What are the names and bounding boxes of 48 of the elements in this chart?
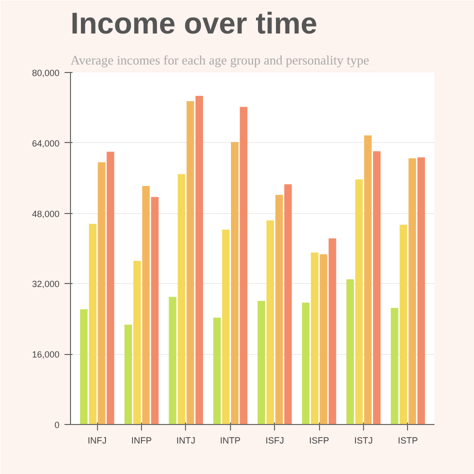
bar <box>213 318 221 424</box>
bar <box>151 197 159 424</box>
bar <box>80 309 88 424</box>
bar <box>98 162 106 424</box>
bar <box>390 308 398 424</box>
bar <box>310 252 318 424</box>
y-tick-label: 16,000 <box>32 350 60 360</box>
chart-subtitle: Average incomes for each age group and personality type <box>70 52 370 68</box>
x-tick-label: ISTJ <box>354 436 373 446</box>
bar <box>195 96 204 424</box>
bar <box>186 101 194 424</box>
y-tick-label: 64,000 <box>32 138 60 148</box>
x-tick-label: INTP <box>220 436 241 446</box>
bar <box>346 279 354 424</box>
bar <box>417 157 425 424</box>
bar <box>240 106 248 424</box>
y-tick-label: 80,000 <box>32 68 60 78</box>
bar <box>178 174 186 424</box>
x-tick-label: INTJ <box>176 436 196 446</box>
bar <box>355 179 363 424</box>
bar <box>266 220 274 424</box>
bar <box>142 186 150 424</box>
x-tick-label: INFJ <box>88 436 107 446</box>
bar <box>106 152 114 424</box>
y-tick-label: 32,000 <box>32 279 60 290</box>
bar <box>222 230 230 424</box>
bar <box>284 184 292 424</box>
chart-title: Income over time <box>70 8 318 40</box>
bar <box>328 238 336 424</box>
bar <box>88 224 96 424</box>
bar <box>400 224 408 424</box>
bar <box>258 300 266 424</box>
bar <box>168 296 176 424</box>
bar <box>302 302 310 424</box>
bar <box>320 254 328 424</box>
x-tick-label: INFP <box>131 436 152 446</box>
bar <box>373 151 381 424</box>
y-tick-label: 48,000 <box>32 208 60 219</box>
bar <box>124 324 132 424</box>
x-tick-label: ISFP <box>309 436 330 446</box>
bar <box>230 142 239 424</box>
x-tick-label: ISTP <box>398 436 418 446</box>
bar <box>364 135 372 424</box>
bar <box>275 194 283 424</box>
x-tick-label: ISFJ <box>265 436 284 446</box>
bar <box>408 158 416 424</box>
y-tick-label: 0 <box>54 420 60 430</box>
bar <box>133 260 141 424</box>
